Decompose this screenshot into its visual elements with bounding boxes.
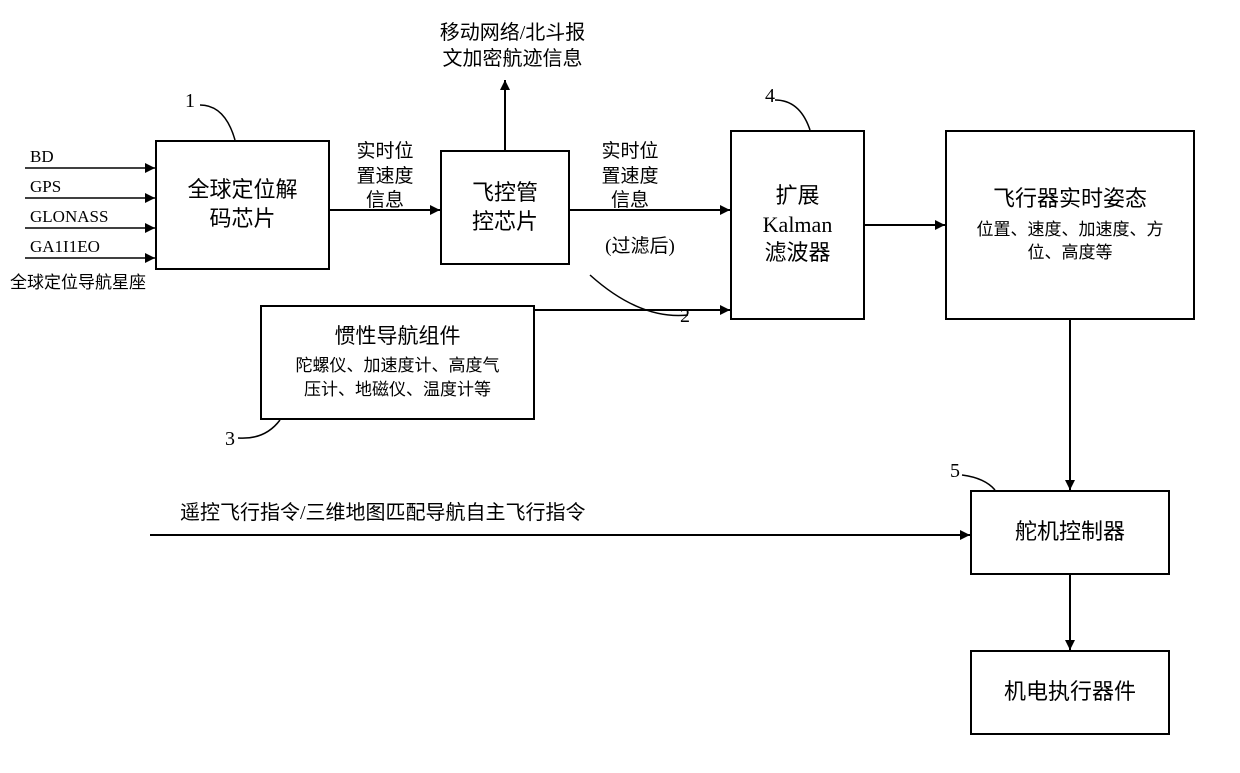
node-actuator-title: 机电执行器件 — [1004, 678, 1136, 707]
node-realtime-attitude: 飞行器实时姿态 位置、速度、加速度、方 位、高度等 — [945, 130, 1195, 320]
edge-label-1-2: 实时位 置速度 信息 — [340, 140, 430, 214]
node-realtime-attitude-sub: 位置、速度、加速度、方 位、高度等 — [977, 218, 1164, 266]
input-galileo: GA1I1EO — [30, 237, 100, 257]
num-4: 4 — [765, 85, 775, 108]
node-inertial-nav-sub: 陀螺仪、加速度计、高度气 压计、地磁仪、温度计等 — [296, 354, 500, 402]
num-5: 5 — [950, 460, 960, 483]
input-gps: GPS — [30, 177, 61, 197]
top-output-label: 移动网络/北斗报 文加密航迹信息 — [410, 20, 615, 72]
input-glonass: GLONASS — [30, 207, 108, 227]
node-servo-controller: 舵机控制器 — [970, 490, 1170, 575]
node-gps-decoder-title: 全球定位解 码芯片 — [187, 176, 297, 233]
node-flight-control-chip-title: 飞控管 控芯片 — [472, 179, 538, 236]
bottom-input-label: 遥控飞行指令/三维地图匹配导航自主飞行指令 — [180, 500, 586, 526]
edge-label-2-4a: 实时位 置速度 信息 — [585, 140, 675, 214]
edge-label-2-4b: (过滤后) — [590, 235, 690, 260]
node-inertial-nav: 惯性导航组件 陀螺仪、加速度计、高度气 压计、地磁仪、温度计等 — [260, 305, 535, 420]
node-actuator: 机电执行器件 — [970, 650, 1170, 735]
input-caption: 全球定位导航星座 — [10, 273, 146, 293]
input-bd: BD — [30, 147, 54, 167]
node-kalman-filter: 扩展 Kalman 滤波器 — [730, 130, 865, 320]
node-kalman-filter-title: 扩展 Kalman 滤波器 — [763, 182, 833, 268]
node-servo-controller-title: 舵机控制器 — [1015, 518, 1125, 547]
node-realtime-attitude-title: 飞行器实时姿态 — [993, 185, 1147, 214]
node-inertial-nav-title: 惯性导航组件 — [335, 323, 461, 350]
node-gps-decoder: 全球定位解 码芯片 — [155, 140, 330, 270]
num-2: 2 — [680, 305, 690, 328]
node-flight-control-chip: 飞控管 控芯片 — [440, 150, 570, 265]
num-1: 1 — [185, 90, 195, 113]
num-3: 3 — [225, 428, 235, 451]
